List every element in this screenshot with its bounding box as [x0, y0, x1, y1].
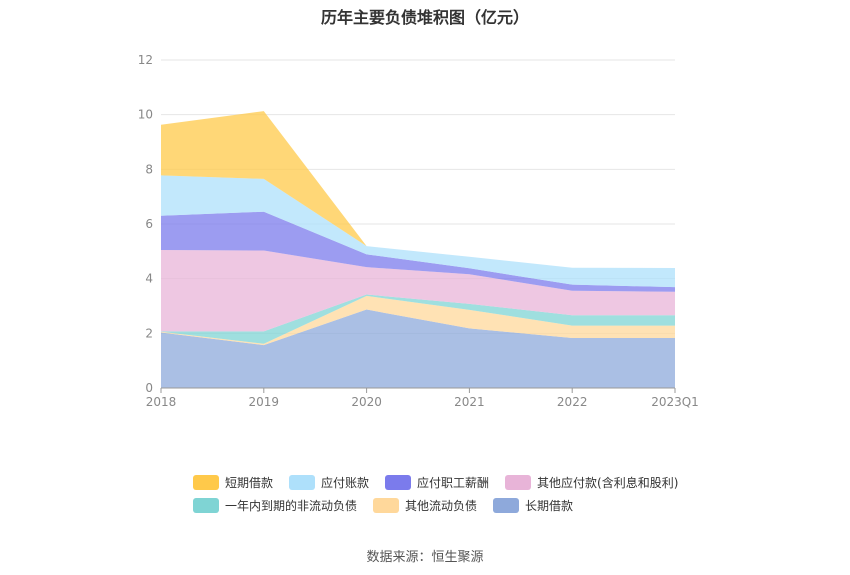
- legend-item[interactable]: 短期借款: [193, 474, 273, 491]
- legend-row-2: 一年内到期的非流动负债 其他流动负债 长期借款: [193, 497, 589, 513]
- legend-label: 应付账款: [321, 475, 370, 490]
- y-tick-label: 8: [145, 162, 153, 176]
- legend-label: 短期借款: [225, 475, 274, 490]
- x-tick-label: 2020: [351, 395, 382, 409]
- y-tick-label: 2: [145, 326, 153, 340]
- area-series-2: [161, 294, 675, 344]
- legend-swatch: [193, 497, 219, 513]
- legend-item[interactable]: 其他流动负债: [373, 497, 477, 514]
- y-tick-label: 12: [138, 53, 153, 67]
- x-tick-label: 2023Q1: [651, 395, 699, 409]
- legend-swatch: [289, 474, 316, 490]
- area-series-4: [161, 211, 675, 292]
- legend-label: 一年内到期的非流动负债: [225, 498, 358, 513]
- legend-label: 长期借款: [525, 498, 574, 513]
- area-series-6: [161, 111, 675, 269]
- legend-item[interactable]: 一年内到期的非流动负债: [193, 497, 357, 514]
- legend-row-1: 短期借款 应付账款 应付职工薪酬 其他应付款(含利息和股利): [193, 474, 694, 490]
- legend-label: 应付职工薪酬: [417, 475, 490, 490]
- x-tick-label: 2018: [146, 395, 177, 409]
- data-source: 数据来源：恒生聚源: [366, 550, 484, 565]
- legend-label: 其他流动负债: [405, 498, 478, 513]
- area-series-3: [161, 249, 675, 332]
- y-tick-label: 4: [145, 272, 153, 286]
- legend-swatch: [385, 474, 412, 490]
- legend-label: 其他应付款(含利息和股利): [537, 475, 679, 490]
- area-series-1: [161, 295, 675, 346]
- legend-item[interactable]: 应付职工薪酬: [385, 474, 489, 491]
- legend-item[interactable]: 应付账款: [289, 474, 369, 491]
- legend-swatch: [193, 474, 219, 490]
- legend-item[interactable]: 长期借款: [493, 497, 573, 514]
- legend-swatch: [493, 497, 520, 513]
- y-tick-label: 10: [138, 108, 153, 122]
- x-tick-label: 2021: [454, 395, 485, 409]
- legend-swatch: [373, 497, 400, 513]
- y-tick-label: 6: [145, 217, 153, 231]
- x-tick-label: 2019: [249, 395, 280, 409]
- chart-title: 历年主要负债堆积图（亿元）: [320, 8, 529, 27]
- legend-item[interactable]: 其他应付款(含利息和股利): [505, 474, 678, 491]
- y-tick-label: 0: [145, 381, 153, 395]
- x-tick-label: 2022: [557, 395, 588, 409]
- legend-swatch: [505, 474, 532, 490]
- area-series-5: [161, 175, 675, 288]
- area-series-0: [161, 309, 675, 388]
